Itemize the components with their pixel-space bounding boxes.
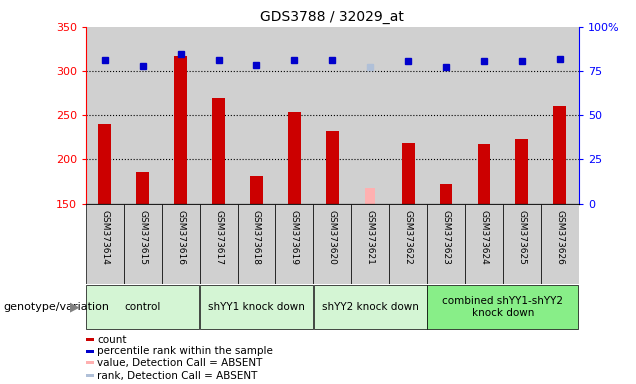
Text: GSM373619: GSM373619 [290, 210, 299, 265]
Text: genotype/variation: genotype/variation [3, 302, 109, 312]
Bar [237, 204, 275, 284]
Bar [465, 27, 503, 204]
Text: ▶: ▶ [70, 301, 80, 314]
Bar [503, 204, 541, 284]
Bar [389, 27, 427, 204]
Bar [212, 98, 225, 204]
Bar [516, 139, 529, 204]
Bar [465, 204, 503, 284]
Bar [478, 144, 490, 204]
Bar [124, 27, 162, 204]
Bar [351, 204, 389, 284]
Bar [136, 172, 149, 204]
Text: GSM373614: GSM373614 [100, 210, 109, 265]
Bar [541, 204, 579, 284]
Bar [250, 176, 263, 204]
Text: GSM373617: GSM373617 [214, 210, 223, 265]
Bar [86, 361, 94, 364]
Text: percentile rank within the sample: percentile rank within the sample [97, 346, 273, 356]
Bar [439, 184, 452, 204]
Bar [86, 374, 94, 377]
Text: rank, Detection Call = ABSENT: rank, Detection Call = ABSENT [97, 371, 258, 381]
Text: GSM373624: GSM373624 [480, 210, 488, 265]
Text: GSM373618: GSM373618 [252, 210, 261, 265]
Bar [427, 204, 465, 284]
Text: GSM373625: GSM373625 [518, 210, 527, 265]
Text: combined shYY1-shYY2
knock down: combined shYY1-shYY2 knock down [443, 296, 563, 318]
Text: control: control [125, 302, 161, 312]
Bar [99, 124, 111, 204]
Text: GSM373622: GSM373622 [404, 210, 413, 265]
Bar [86, 285, 199, 329]
Bar [427, 285, 578, 329]
Text: GSM373616: GSM373616 [176, 210, 185, 265]
Bar [124, 204, 162, 284]
Bar [200, 204, 237, 284]
Text: GSM373626: GSM373626 [555, 210, 564, 265]
Bar [314, 27, 351, 204]
Bar [86, 204, 124, 284]
Bar [86, 27, 124, 204]
Bar [365, 188, 375, 204]
Text: count: count [97, 334, 127, 344]
Bar [553, 106, 566, 204]
Bar [389, 204, 427, 284]
Bar [237, 27, 275, 204]
Text: shYY1 knock down: shYY1 knock down [208, 302, 305, 312]
Bar [174, 56, 187, 204]
Text: value, Detection Call = ABSENT: value, Detection Call = ABSENT [97, 358, 262, 367]
Bar [86, 338, 94, 341]
Bar [275, 27, 314, 204]
Bar [200, 27, 237, 204]
Bar [200, 285, 313, 329]
Bar [162, 204, 200, 284]
Title: GDS3788 / 32029_at: GDS3788 / 32029_at [260, 10, 404, 25]
Text: GSM373615: GSM373615 [138, 210, 147, 265]
Bar [275, 204, 314, 284]
Text: shYY2 knock down: shYY2 knock down [322, 302, 418, 312]
Text: GSM373623: GSM373623 [441, 210, 450, 265]
Bar [351, 27, 389, 204]
Bar [503, 27, 541, 204]
Text: GSM373621: GSM373621 [366, 210, 375, 265]
Bar [326, 131, 339, 204]
Bar [541, 27, 579, 204]
Bar [427, 27, 465, 204]
Text: GSM373620: GSM373620 [328, 210, 337, 265]
Bar [162, 27, 200, 204]
Bar [86, 350, 94, 353]
Bar [314, 204, 351, 284]
Bar [314, 285, 427, 329]
Bar [402, 144, 415, 204]
Bar [288, 112, 301, 204]
